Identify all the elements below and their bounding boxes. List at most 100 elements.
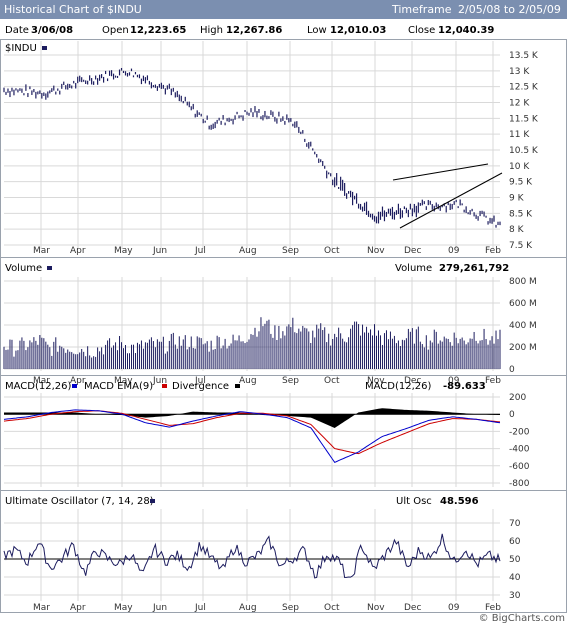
uo-grid bbox=[4, 509, 500, 601]
macd-y-tick: -800 bbox=[509, 479, 530, 489]
uo-x-tick: Feb bbox=[485, 603, 501, 613]
trendline-upper bbox=[392, 163, 489, 181]
timeframe-range: 2/05/08 to 2/05/09 bbox=[458, 3, 561, 16]
price-x-tick: Apr bbox=[70, 246, 86, 256]
high-label: High bbox=[200, 25, 223, 36]
uo-x-tick: Aug bbox=[239, 603, 257, 613]
price-x-tick: Aug bbox=[239, 246, 257, 256]
uo-readout: 48.596 bbox=[440, 496, 479, 507]
price-y-tick: 9 K bbox=[509, 194, 525, 204]
price-y-tick: 12.5 K bbox=[509, 83, 539, 93]
macd-line bbox=[3, 409, 501, 464]
volume-grid bbox=[4, 277, 500, 371]
price-y-tick: 11.5 K bbox=[509, 114, 539, 124]
uo-swatch bbox=[150, 499, 155, 503]
uo-title: Ultimate Oscillator (7, 14, 28) bbox=[5, 496, 154, 507]
price-y-tick: 7.5 K bbox=[509, 241, 533, 251]
uo-x-tick: Nov bbox=[367, 603, 385, 613]
volume-x-tick: Apr bbox=[70, 376, 86, 386]
uo-x-tick: May bbox=[114, 603, 133, 613]
price-x-tick: Jul bbox=[194, 246, 206, 256]
timeframe-label: Timeframe bbox=[392, 3, 452, 16]
chart-title: Historical Chart of $INDU bbox=[4, 3, 142, 16]
volume-xaxis: Mar Apr May Jun Jul Aug Sep Oct Nov Dec 09 Feb bbox=[33, 376, 501, 386]
title-bar: Historical Chart of $INDU Timeframe 2/05… bbox=[0, 0, 567, 19]
uo-y-tick: 40 bbox=[509, 573, 521, 583]
uo-x-tick: 09 bbox=[448, 603, 460, 613]
divergence-area bbox=[4, 408, 500, 428]
price-y-tick: 13.5 K bbox=[509, 51, 539, 61]
credit: © BigCharts.com bbox=[478, 613, 565, 624]
volume-x-tick: May bbox=[114, 376, 133, 386]
macd-y-tick: -200 bbox=[509, 427, 530, 437]
volume-x-tick: Jul bbox=[194, 376, 206, 386]
price-x-tick: Jun bbox=[152, 246, 167, 256]
macd-readout-label: MACD(12,26) bbox=[365, 381, 432, 392]
low-value: 12,010.03 bbox=[330, 25, 386, 36]
uo-axis: 30 40 50 60 70 bbox=[509, 519, 521, 601]
price-x-tick: Sep bbox=[282, 246, 299, 256]
macd-legend-macd: MACD(12,26) bbox=[5, 381, 72, 392]
volume-x-tick: Mar bbox=[33, 376, 50, 386]
volume-y-tick: 800 M bbox=[509, 277, 537, 287]
volume-swatch bbox=[47, 266, 52, 270]
price-y-tick: 10.5 K bbox=[509, 146, 539, 156]
price-axis: 7.5 K 8 K 8.5 K 9 K 9.5 K 10 K 10.5 K 11 K 11.5 … bbox=[509, 51, 539, 251]
price-y-tick: 13 K bbox=[509, 67, 530, 77]
low-label: Low bbox=[307, 25, 327, 36]
volume-x-tick: Sep bbox=[282, 376, 299, 386]
volume-x-tick: 09 bbox=[448, 376, 460, 386]
uo-panel bbox=[0, 490, 567, 613]
open-label: Open bbox=[102, 25, 129, 36]
uo-x-tick: Apr bbox=[70, 603, 86, 613]
uo-y-tick: 60 bbox=[509, 537, 521, 547]
close-label: Close bbox=[408, 25, 435, 36]
macd-panel bbox=[0, 375, 567, 491]
macd-legend-ema: MACD EMA(9) bbox=[84, 381, 153, 392]
uo-y-tick: 70 bbox=[509, 519, 521, 529]
date-label: Date bbox=[5, 25, 29, 36]
volume-x-tick: Oct bbox=[324, 376, 340, 386]
volume-title: Volume bbox=[5, 263, 42, 274]
price-x-tick: 09 bbox=[448, 246, 460, 256]
uo-x-tick: Mar bbox=[33, 603, 50, 613]
volume-y-tick: 600 M bbox=[509, 299, 537, 309]
macd-readout: -89.633 bbox=[443, 381, 486, 392]
price-x-tick: Feb bbox=[485, 246, 501, 256]
macd-series bbox=[3, 408, 501, 464]
macd-y-tick: 0 bbox=[509, 410, 515, 420]
price-y-tick: 9.5 K bbox=[509, 178, 533, 188]
volume-x-tick: Jun bbox=[152, 376, 167, 386]
macd-y-tick: -600 bbox=[509, 462, 530, 472]
uo-xaxis: Mar Apr May Jun Jul Aug Sep Oct Nov Dec 09 Feb bbox=[33, 603, 501, 613]
price-y-tick: 8.5 K bbox=[509, 209, 533, 219]
uo-x-tick: Dec bbox=[404, 603, 421, 613]
macd-grid bbox=[4, 393, 500, 487]
volume-y-tick: 200 M bbox=[509, 343, 537, 353]
price-x-tick: Mar bbox=[33, 246, 50, 256]
uo-x-tick: Jul bbox=[194, 603, 206, 613]
volume-axis: 0 200 M 400 M 600 M 800 M bbox=[509, 277, 537, 375]
macd-legend-div: Divergence bbox=[172, 381, 229, 392]
price-panel bbox=[0, 39, 567, 258]
uo-x-tick: Oct bbox=[324, 603, 340, 613]
symbol-swatch bbox=[42, 46, 47, 50]
price-x-tick: May bbox=[114, 246, 133, 256]
volume-x-tick: Nov bbox=[367, 376, 385, 386]
close-value: 12,040.39 bbox=[438, 25, 494, 36]
volume-y-tick: 0 bbox=[509, 365, 515, 375]
volume-readout: 279,261,792 bbox=[439, 263, 509, 274]
uo-series bbox=[3, 533, 501, 579]
price-x-tick: Oct bbox=[324, 246, 340, 256]
price-x-tick: Dec bbox=[404, 246, 421, 256]
volume-x-tick: Feb bbox=[485, 376, 501, 386]
volume-series bbox=[3, 317, 501, 369]
price-y-tick: 11 K bbox=[509, 130, 530, 140]
macd-swatch bbox=[72, 384, 77, 388]
price-x-tick: Nov bbox=[367, 246, 385, 256]
volume-readout-label: Volume bbox=[395, 263, 432, 274]
open-value: 12,223.65 bbox=[130, 25, 186, 36]
symbol-label: $INDU bbox=[5, 43, 37, 54]
price-y-tick: 10 K bbox=[509, 162, 530, 172]
